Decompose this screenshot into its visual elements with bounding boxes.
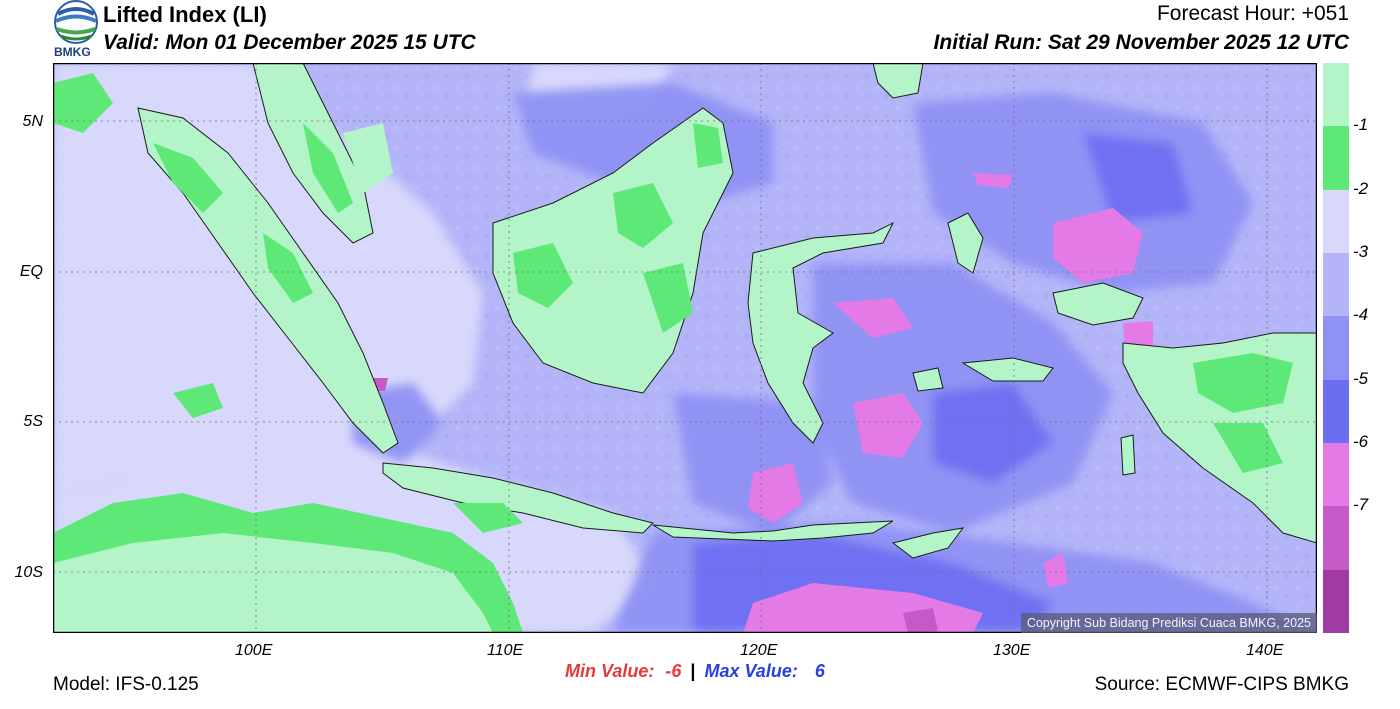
min-value-label: Min Value: [565,661,655,681]
map-panel: Copyright Sub Bidang Prediksi Cuaca BMKG… [53,63,1317,633]
max-value: 6 [814,661,825,681]
lon-label-110e: 110E [487,642,524,659]
lat-label-eq: EQ [19,263,43,280]
colorbar-label: -4 [1353,305,1369,325]
chart-title: Lifted Index (LI) [103,2,267,27]
max-value-label: Max Value: [704,661,798,681]
lat-label-10s: 10S [14,564,43,581]
colorbar-swatch [1323,443,1349,507]
colorbar-swatch [1323,63,1349,127]
source-info: Source: ECMWF-CIPS BMKG [1094,674,1349,695]
min-value: -6 [665,661,682,681]
map-grid [53,63,1317,633]
min-max-values: Min Value: -6 | Max Value: 6 [565,661,825,682]
colorbar-labels: -1 -2 -3 -4 -5 -6 -7 [1353,63,1393,633]
model-info: Model: IFS-0.125 [53,674,199,695]
lon-label-100e: 100E [235,642,273,659]
lon-label-140e: 140E [1246,642,1284,659]
initial-run: Initial Run: Sat 29 November 2025 12 UTC [933,31,1349,54]
copyright-note: Copyright Sub Bidang Prediksi Cuaca BMKG… [1020,613,1317,633]
colorbar-label: -3 [1353,242,1369,261]
logo-text: BMKG [54,45,91,59]
colorbar-label: -5 [1353,368,1369,388]
field-green-land [53,73,1293,533]
colorbar [1323,63,1349,634]
map-svg [53,63,1317,633]
colorbar-swatch [1323,316,1349,381]
map-frame [53,63,1317,633]
colorbar-label: -6 [1353,432,1369,451]
colorbar-swatch [1323,506,1349,571]
bmkg-logo: BMKG [52,0,100,60]
field-green-south [53,383,523,633]
colorbar-swatch [1323,569,1349,634]
colorbar-swatch [1323,189,1349,254]
lat-label-5s: 5S [23,413,43,430]
colorbar-swatch [1323,379,1349,444]
colorbar-label: -2 [1353,178,1369,198]
lat-label-5n: 5N [22,113,43,130]
stats-separator: | [690,661,696,681]
lon-label-130e: 130E [993,642,1031,659]
colorbar-swatch [1323,126,1349,191]
colorbar-label: -7 [1353,495,1369,515]
colorbar-swatch [1323,253,1349,317]
bmkg-logo-icon [54,0,98,44]
colorbar-label: -1 [1353,115,1369,135]
lon-label-120e: 120E [740,642,778,659]
valid-time: Valid: Mon 01 December 2025 15 UTC [103,31,476,54]
forecast-hour: Forecast Hour: +051 [1156,2,1349,25]
